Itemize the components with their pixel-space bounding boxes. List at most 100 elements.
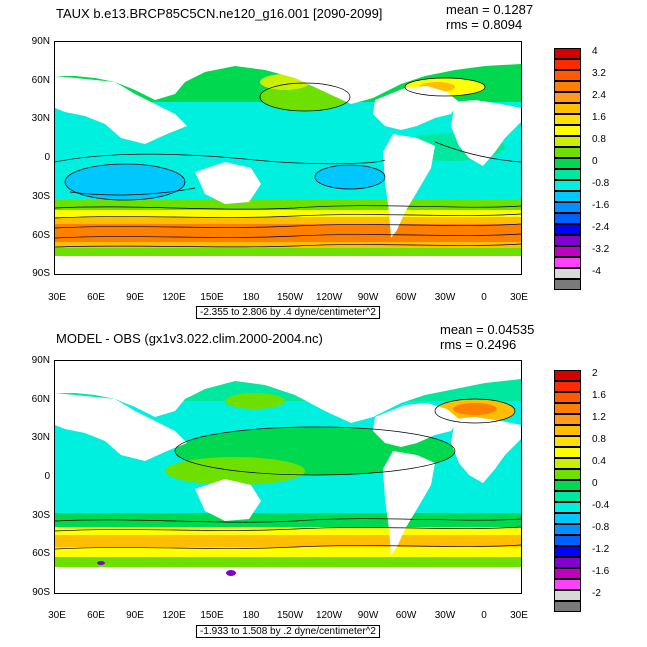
colorbar-swatch [554, 246, 581, 257]
colorbar-label: 0.8 [592, 134, 606, 145]
rms-value: rms = 0.8094 [446, 17, 523, 32]
colorbar-label: 0 [592, 478, 598, 489]
colorbar-label: 1.6 [592, 112, 606, 123]
colorbar-swatch [554, 59, 581, 70]
colorbar-swatch [554, 136, 581, 147]
colorbar-label: -3.2 [592, 244, 610, 255]
lat-label: 60N [31, 75, 50, 86]
colorbar-swatch [554, 480, 581, 491]
colorbar-swatch [554, 491, 581, 502]
colorbar-swatch [554, 180, 581, 191]
lat-label: 60S [32, 548, 50, 559]
lon-label: 90E [126, 292, 144, 303]
lon-label: 30W [434, 610, 456, 621]
colorbar-swatch [554, 502, 581, 513]
colorbar-swatch [554, 103, 581, 114]
lon-label: 30E [48, 292, 66, 303]
contour-caption: -1.933 to 1.508 by .2 dyne/centimeter^2 [196, 625, 380, 638]
lon-label: 180 [242, 292, 260, 303]
colorbar-label: -0.4 [592, 500, 610, 511]
map-taux [54, 41, 522, 275]
lon-label: 90W [357, 610, 379, 621]
colorbar-swatch [554, 257, 581, 268]
colorbar-label: 0 [592, 156, 598, 167]
colorbar-swatch [554, 579, 581, 590]
lon-label: 30E [510, 292, 528, 303]
ocean-field-plot [55, 361, 521, 593]
colorbar-label: -1.6 [592, 566, 610, 577]
lon-label: 120W [315, 292, 343, 303]
colorbar-swatch [554, 202, 581, 213]
colorbar-label: 1.6 [592, 390, 606, 401]
lat-label: 0 [44, 471, 50, 482]
lat-label: 90N [31, 355, 50, 366]
colorbar-swatch [554, 213, 581, 224]
colorbar-swatch [554, 513, 581, 524]
ocean-field-plot [55, 42, 521, 274]
mean-value: mean = 0.04535 [440, 322, 535, 337]
lon-label: 0 [481, 610, 487, 621]
colorbar-label: -2 [592, 588, 601, 599]
colorbar-label: 1.2 [592, 412, 606, 423]
colorbar-swatch [554, 158, 581, 169]
panel-title: TAUX b.e13.BRCP85C5CN.ne120_g16.001 [209… [56, 6, 383, 21]
lon-label: 150W [276, 610, 304, 621]
colorbar-swatch [554, 169, 581, 180]
lat-label: 0 [44, 152, 50, 163]
colorbar-swatch [554, 125, 581, 136]
colorbar-swatch [554, 458, 581, 469]
lon-label: 150E [200, 292, 224, 303]
colorbar-label: 0.4 [592, 456, 606, 467]
colorbar-swatch [554, 268, 581, 279]
colorbar-label: -0.8 [592, 178, 610, 189]
colorbar-swatch [554, 546, 581, 557]
lon-label: 90E [126, 610, 144, 621]
colorbar-swatch [554, 81, 581, 92]
lon-label: 90W [357, 292, 379, 303]
lon-label: 60W [395, 610, 417, 621]
colorbar-swatch [554, 425, 581, 436]
lat-label: 90S [32, 587, 50, 598]
colorbar-swatch [554, 70, 581, 81]
lon-label: 150E [200, 610, 224, 621]
map-model-minus-obs [54, 360, 522, 594]
lon-label: 150W [276, 292, 304, 303]
lon-label: 60W [395, 292, 417, 303]
colorbar-swatch [554, 535, 581, 546]
lon-label: 60E [87, 610, 105, 621]
colorbar-label: 3.2 [592, 68, 606, 79]
rms-value: rms = 0.2496 [440, 337, 517, 352]
lat-label: 60S [32, 230, 50, 241]
colorbar-swatch [554, 568, 581, 579]
colorbar-label: -0.8 [592, 522, 610, 533]
colorbar-label: -1.6 [592, 200, 610, 211]
colorbar-swatch [554, 601, 581, 612]
colorbar-swatch [554, 279, 581, 290]
colorbar-swatch [554, 403, 581, 414]
colorbar-swatch [554, 224, 581, 235]
lat-label: 30S [32, 191, 50, 202]
colorbar-label: 2.4 [592, 90, 606, 101]
lon-label: 60E [87, 292, 105, 303]
lat-label: 30S [32, 510, 50, 521]
lat-label: 30N [31, 113, 50, 124]
lat-label: 30N [31, 432, 50, 443]
colorbar-swatch [554, 114, 581, 125]
mean-value: mean = 0.1287 [446, 2, 534, 17]
colorbar-swatch [554, 557, 581, 568]
colorbar-label: -4 [592, 266, 601, 277]
panel-title: MODEL - OBS (gx1v3.022.clim.2000-2004.nc… [56, 331, 323, 346]
colorbar-swatch [554, 436, 581, 447]
colorbar-swatch [554, 235, 581, 246]
colorbar-label: -2.4 [592, 222, 610, 233]
colorbar-swatch [554, 392, 581, 403]
colorbar-label: -1.2 [592, 544, 610, 555]
colorbar-swatch [554, 524, 581, 535]
colorbar-swatch [554, 414, 581, 425]
lat-label: 60N [31, 394, 50, 405]
colorbar-swatch [554, 147, 581, 158]
lon-label: 120E [162, 292, 186, 303]
colorbar-swatch [554, 381, 581, 392]
colorbar-swatch [554, 370, 581, 381]
colorbar-label: 2 [592, 368, 598, 379]
